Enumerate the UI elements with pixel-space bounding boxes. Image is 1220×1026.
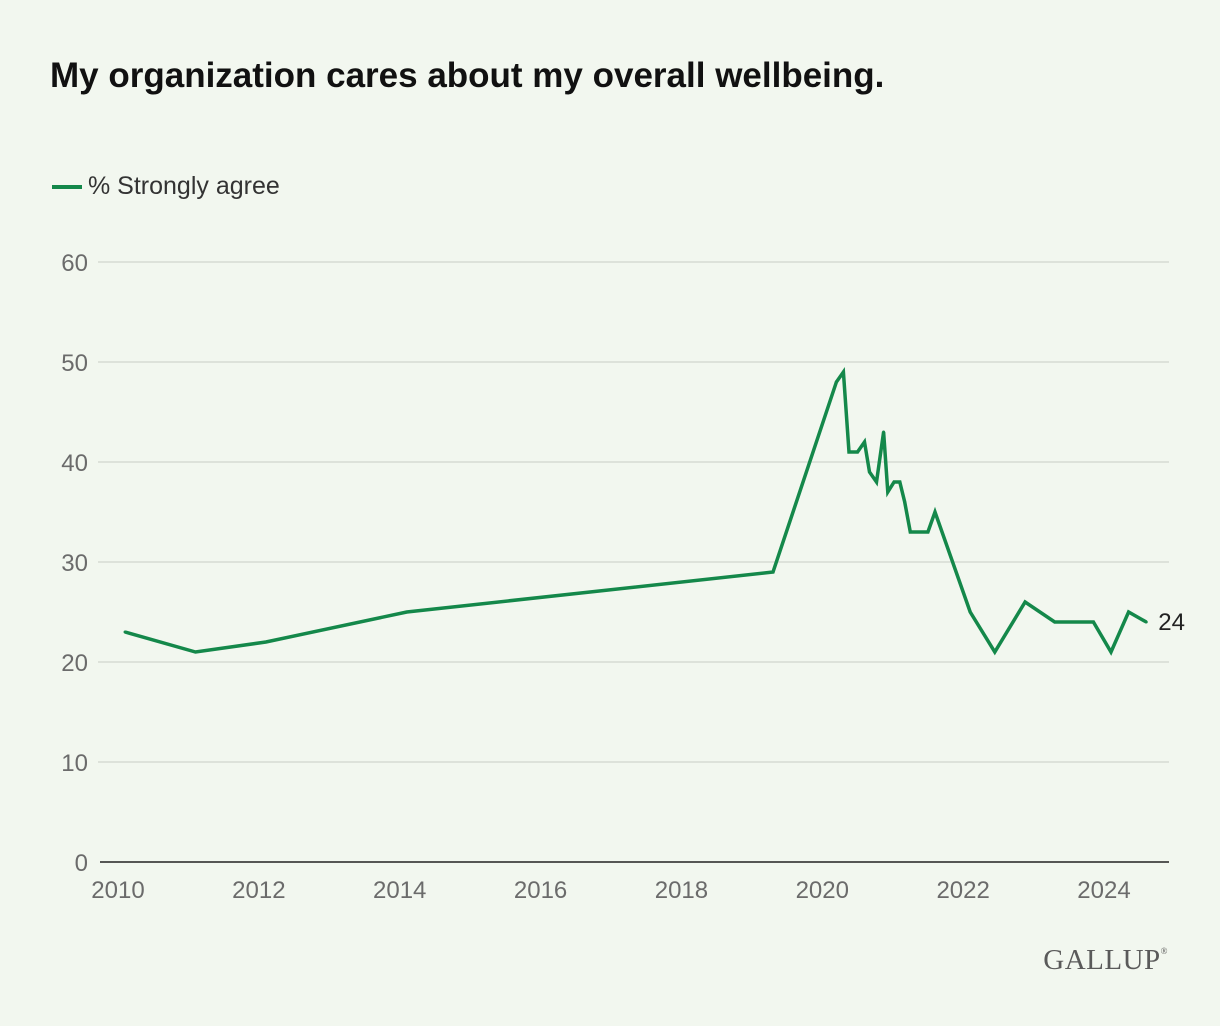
data-point [264, 640, 268, 644]
data-point [863, 440, 867, 444]
data-point [1127, 610, 1131, 614]
data-point [123, 630, 127, 634]
x-axis-ticks: 2010 2012 2014 2016 2018 2020 2022 2024 [91, 877, 1130, 904]
y-tick-label-20: 20 [61, 650, 88, 677]
data-point [1109, 650, 1113, 654]
y-tick-label-0: 0 [75, 850, 88, 877]
x-tick-label-2014: 2014 [373, 877, 426, 904]
chart-title: My organization cares about my overall w… [50, 56, 885, 95]
y-tick-label-60: 60 [61, 250, 88, 277]
data-point [933, 510, 937, 514]
data-point [834, 380, 838, 384]
data-point [1144, 620, 1148, 624]
data-point [926, 530, 930, 534]
registered-mark: ® [1160, 946, 1168, 956]
legend-swatch [52, 184, 82, 189]
series-line-0 [124, 366, 1148, 656]
data-point [856, 450, 859, 454]
legend-label: % Strongly agree [88, 172, 280, 200]
y-tick-label-40: 40 [61, 450, 88, 477]
x-tick-label-2018: 2018 [655, 877, 708, 904]
data-point [841, 370, 845, 374]
y-axis-ticks: 0 10 20 30 40 50 60 [61, 250, 88, 877]
y-tick-label-50: 50 [61, 350, 88, 377]
data-point [771, 570, 775, 574]
data-point [193, 650, 197, 654]
x-tick-label-2016: 2016 [514, 877, 567, 904]
data-point [847, 450, 851, 454]
data-point [1053, 620, 1057, 624]
data-point [867, 470, 871, 474]
data-point [1023, 600, 1027, 604]
data-point [993, 650, 997, 654]
x-tick-label-2024: 2024 [1077, 877, 1130, 904]
data-point [882, 430, 886, 434]
data-point [903, 500, 907, 504]
end-value-label: 24 [1158, 609, 1185, 636]
y-tick-label-30: 30 [61, 550, 88, 577]
grid-lines [98, 261, 1169, 763]
data-point [968, 610, 972, 614]
x-tick-label-2022: 2022 [936, 877, 989, 904]
y-tick-label-10: 10 [61, 750, 88, 777]
series-layer: 24 [123, 366, 1185, 656]
data-point [405, 610, 409, 614]
data-point [886, 490, 890, 494]
data-point [875, 480, 879, 484]
x-tick-label-2012: 2012 [232, 877, 285, 904]
data-point [908, 530, 912, 534]
data-point [892, 480, 896, 484]
x-tick-label-2020: 2020 [796, 877, 849, 904]
data-point [1091, 620, 1095, 624]
logo-text: GALLUP [1043, 944, 1161, 976]
gallup-logo: GALLUP® [1043, 944, 1168, 977]
data-point [898, 480, 902, 484]
x-tick-label-2010: 2010 [91, 877, 144, 904]
legend: % Strongly agree [52, 172, 280, 201]
